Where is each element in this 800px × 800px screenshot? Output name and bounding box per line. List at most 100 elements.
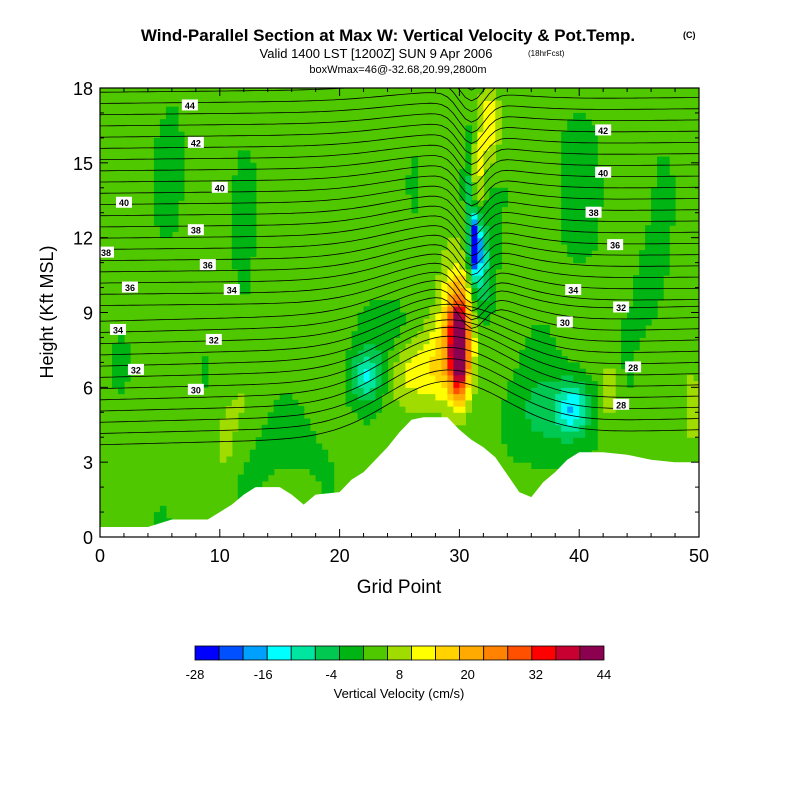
colorbar-tick-label: -4 [326,667,338,682]
w-cell [579,431,586,438]
w-cell [249,468,257,476]
w-cell [153,212,161,220]
w-cell [381,356,389,363]
w-cell [273,449,281,457]
w-cell [513,412,520,420]
w-cell [447,406,454,413]
w-cell [579,125,586,133]
w-cell [465,399,472,407]
w-cell [603,368,610,376]
w-cell [165,231,173,239]
w-cell [645,275,652,282]
w-cell [573,449,580,457]
w-cell [627,381,634,388]
w-cell [381,337,389,345]
w-cell [453,349,460,357]
w-cell [657,231,664,239]
w-cell [471,156,478,164]
w-cell [495,187,502,195]
w-cell [627,343,634,351]
w-cell [591,175,598,183]
y-tick-label: 6 [83,378,93,398]
w-cell [441,412,448,420]
w-cell [513,431,520,438]
w-cell [657,287,664,295]
w-cell [669,200,676,208]
w-cell [585,387,592,395]
w-cell [112,356,119,363]
w-cell [369,300,377,307]
w-cell [537,374,544,382]
w-cell [657,175,664,183]
svg-text:40: 40 [215,183,225,193]
w-cell [465,293,472,301]
w-cell [591,406,598,413]
w-cell [465,300,472,307]
w-cell [363,374,371,382]
w-cell [585,162,592,170]
w-cell [447,262,454,270]
w-cell [357,312,365,320]
w-cell [273,431,281,438]
w-cell [477,194,484,201]
w-cell [651,250,658,257]
w-cell [561,206,568,214]
w-cell [411,399,419,407]
w-cell [321,455,329,463]
w-cell [387,300,395,307]
colorbar-label: Vertical Velocity (cm/s) [334,686,465,701]
w-cell [201,368,209,376]
w-cell [633,318,640,326]
w-cell [387,312,395,320]
w-cell [363,349,371,357]
w-cell [525,393,532,401]
w-cell [561,231,568,239]
w-cell [525,431,532,438]
w-cell [489,306,496,314]
w-cell [369,399,377,407]
w-cell [579,256,586,264]
w-cell [543,343,550,351]
w-cell [309,462,317,469]
w-cell [477,219,484,226]
w-cell [459,312,466,320]
colorbar-swatch [387,645,413,661]
w-cell [495,119,502,126]
w-cell [357,412,365,420]
w-cell [411,200,419,208]
w-cell [519,362,526,370]
w-cell [345,362,353,370]
w-cell [483,225,490,232]
w-cell [291,431,299,438]
w-cell [393,318,401,326]
w-cell [297,431,305,438]
w-cell [231,206,239,214]
w-cell [243,474,251,482]
w-cell [537,325,544,332]
w-cell [561,181,568,189]
w-cell [471,356,478,363]
w-cell [171,219,179,226]
w-cell [537,462,544,469]
w-cell [297,424,305,432]
w-cell [255,455,263,463]
w-cell [363,343,371,351]
w-cell [465,212,472,220]
w-cell [453,356,460,363]
w-cell [291,437,299,444]
w-cell [489,293,496,301]
w-cell [633,343,640,351]
w-cell [591,393,598,401]
w-cell [435,362,442,370]
w-cell [531,443,538,451]
w-cell [567,381,574,388]
w-cell [477,300,484,307]
w-cell [285,431,293,438]
w-cell [549,449,556,457]
w-cell [501,200,508,208]
w-cell [537,412,544,420]
w-cell [177,162,185,170]
w-cell [663,219,670,226]
w-cell [243,231,251,239]
w-cell [399,368,407,376]
